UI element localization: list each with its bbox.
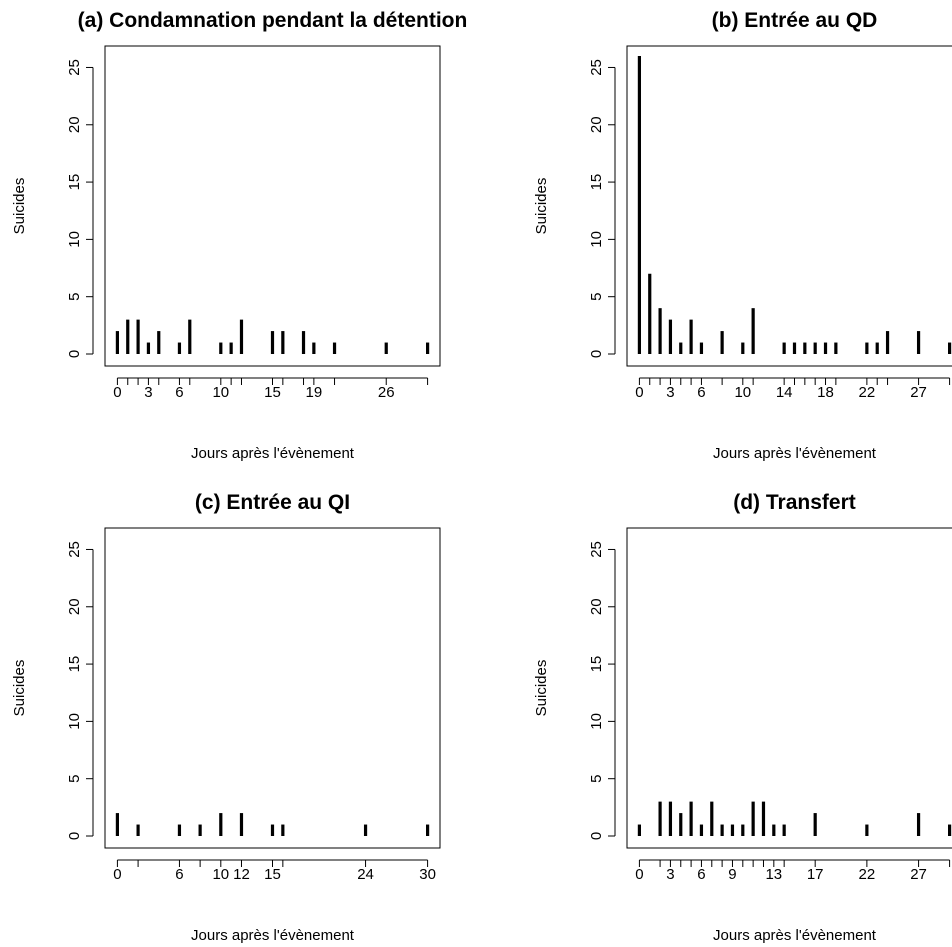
bar-series	[115, 813, 430, 836]
y-tick-label: 10	[66, 231, 83, 248]
x-tick-label: 17	[807, 866, 824, 883]
y-axis: 0 5 10 15 20 25	[588, 59, 616, 358]
x-tick-label: 24	[357, 866, 374, 883]
y-tick-label: 15	[588, 656, 605, 673]
x-tick-label: 15	[264, 866, 281, 883]
x-axis-label: Jours après l'évènement	[191, 927, 355, 944]
panel-title: (b) Entrée au QD	[712, 9, 878, 32]
y-axis-label: Suicides	[533, 660, 550, 717]
y-tick-label: 10	[588, 713, 605, 730]
x-axis: 0 3 6 10 15 19 26	[113, 377, 429, 401]
chart-panel-1: (a) Condamnation pendant la détention 0 5 1…	[11, 9, 467, 462]
x-axis: 0 3 6 10 14 18 22 27	[635, 377, 951, 401]
y-tick-label: 0	[588, 350, 605, 358]
x-tick-label: 6	[175, 866, 183, 883]
x-tick-label: 12	[233, 866, 250, 883]
chart-panel-4: (d) Transfert 0 5 10 15 20 25 Suicides 0 3 6 9 13 17 2…	[533, 491, 952, 944]
y-tick-label: 15	[66, 174, 83, 191]
x-tick-label: 15	[264, 384, 281, 401]
bar-series	[637, 56, 952, 354]
x-tick-label: 27	[910, 866, 927, 883]
x-tick-label: 0	[113, 866, 121, 883]
y-axis: 0 5 10 15 20 25	[588, 541, 616, 840]
x-tick-label: 22	[859, 384, 876, 401]
x-tick-label: 0	[635, 866, 643, 883]
y-axis: 0 5 10 15 20 25	[66, 59, 94, 358]
x-tick-label: 3	[144, 384, 152, 401]
x-tick-label: 30	[419, 866, 436, 883]
y-axis-label: Suicides	[11, 178, 28, 235]
x-axis: 0 6 10 12 15 24 30	[113, 859, 436, 883]
x-tick-label: 0	[113, 384, 121, 401]
y-tick-label: 0	[66, 832, 83, 840]
x-tick-label: 10	[212, 866, 229, 883]
panel-title: (a) Condamnation pendant la détention	[78, 9, 468, 32]
y-tick-label: 10	[66, 713, 83, 730]
x-tick-label: 10	[734, 384, 751, 401]
x-tick-label: 9	[728, 866, 736, 883]
y-axis: 0 5 10 15 20 25	[66, 541, 94, 840]
x-tick-label: 10	[212, 384, 229, 401]
x-axis-label: Jours après l'évènement	[713, 927, 877, 944]
y-tick-label: 20	[588, 598, 605, 615]
panel-title: (d) Transfert	[733, 491, 856, 514]
y-tick-label: 20	[66, 116, 83, 133]
bar-series	[115, 319, 430, 354]
x-tick-label: 19	[306, 384, 323, 401]
x-tick-label: 18	[817, 384, 834, 401]
x-tick-label: 3	[666, 384, 674, 401]
y-tick-label: 5	[66, 775, 83, 783]
x-tick-label: 13	[765, 866, 782, 883]
y-tick-label: 10	[588, 231, 605, 248]
y-tick-label: 5	[588, 293, 605, 301]
y-tick-label: 20	[588, 116, 605, 133]
panel-title: (c) Entrée au QI	[195, 491, 350, 514]
chart-panel-2: (b) Entrée au QD 0 5 10 15 20 25 Suicides 0 3 6 10 1…	[533, 9, 952, 462]
x-axis: 0 3 6 9 13 17 22 27	[635, 859, 951, 883]
x-tick-label: 26	[378, 384, 395, 401]
y-tick-label: 5	[66, 293, 83, 301]
plot-frame	[104, 45, 441, 367]
y-axis-label: Suicides	[533, 178, 550, 235]
plot-frame	[104, 527, 441, 849]
y-tick-label: 25	[66, 59, 83, 76]
y-tick-label: 25	[588, 541, 605, 558]
y-tick-label: 0	[588, 832, 605, 840]
x-tick-label: 6	[697, 384, 705, 401]
x-tick-label: 6	[697, 866, 705, 883]
y-tick-label: 5	[588, 775, 605, 783]
x-axis-label: Jours après l'évènement	[191, 445, 355, 462]
x-tick-label: 27	[910, 384, 927, 401]
x-tick-label: 3	[666, 866, 674, 883]
x-tick-label: 14	[776, 384, 793, 401]
bar-series	[637, 801, 952, 836]
plot-frame	[626, 45, 952, 367]
x-tick-label: 6	[175, 384, 183, 401]
y-tick-label: 15	[588, 174, 605, 191]
x-axis-label: Jours après l'évènement	[713, 445, 877, 462]
y-tick-label: 0	[66, 350, 83, 358]
x-tick-label: 22	[859, 866, 876, 883]
y-tick-label: 20	[66, 598, 83, 615]
y-tick-label: 25	[66, 541, 83, 558]
y-tick-label: 25	[588, 59, 605, 76]
y-axis-label: Suicides	[11, 660, 28, 717]
x-tick-label: 0	[635, 384, 643, 401]
plot-frame	[626, 527, 952, 849]
y-tick-label: 15	[66, 656, 83, 673]
